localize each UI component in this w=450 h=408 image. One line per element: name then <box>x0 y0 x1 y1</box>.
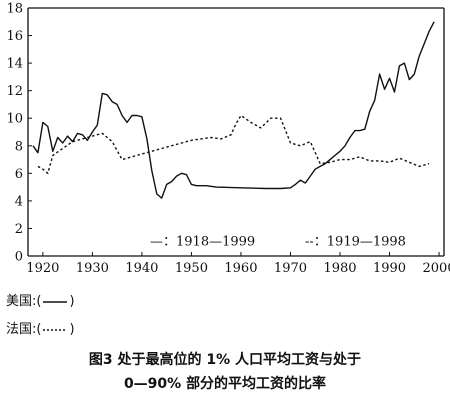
series-line-france <box>37 114 430 175</box>
france-note-close: ) <box>69 322 75 337</box>
x-tick-label: 1950 <box>175 261 208 276</box>
y-tick-label: 12 <box>6 84 23 99</box>
y-tick-label: 14 <box>6 57 23 72</box>
caption-line-1: 图3 处于最高位的 1% 人口平均工资与处于 <box>88 352 362 368</box>
france-note: 法国:() <box>6 318 75 337</box>
x-tick-label: 2000 <box>423 261 450 276</box>
usa-note-close: ) <box>69 294 75 309</box>
solid-line-sample <box>43 300 68 303</box>
figure-caption: 图3 处于最高位的 1% 人口平均工资与处于 0—90% 部分的平均工资的比率 <box>0 348 450 396</box>
y-tick-label: 10 <box>6 112 23 127</box>
x-tick-label: 1980 <box>323 261 356 276</box>
caption-line-2: 0—90% 部分的平均工资的比率 <box>123 376 327 392</box>
x-tick-label: 1930 <box>76 261 109 276</box>
y-tick-label: 8 <box>15 139 23 154</box>
series-line-usa <box>32 21 435 199</box>
legend-entry-usa: —：1918—1999 <box>150 235 255 250</box>
y-tick-label: 6 <box>15 167 23 182</box>
y-tick-label: 4 <box>15 194 23 209</box>
x-tick-label: 1970 <box>274 261 307 276</box>
x-tick-label: 1990 <box>373 261 406 276</box>
usa-note: 美国:() <box>6 290 75 309</box>
y-tick-label: 0 <box>15 250 23 265</box>
chart-ticks: 0 2 4 6 8 10 12 14 16 18 1920 1930 1940 1950 1960 1970 1… <box>6 2 450 277</box>
x-tick-label: 1940 <box>125 261 158 276</box>
y-tick-label: 16 <box>6 29 23 44</box>
chart-series <box>32 21 435 199</box>
y-tick-label: 18 <box>6 2 23 17</box>
chart-axes <box>27 7 445 257</box>
chart-legend: —：1918—1999 --：1919—1998 <box>150 235 406 250</box>
y-tick-label: 2 <box>15 222 23 237</box>
x-tick-label: 1920 <box>26 261 59 276</box>
usa-note-label: 美国:( <box>6 294 42 309</box>
x-tick-label: 1960 <box>224 261 257 276</box>
legend-entry-france: --：1919—1998 <box>305 235 406 250</box>
dashed-line-sample <box>43 328 68 331</box>
france-note-label: 法国:( <box>6 322 42 337</box>
line-chart: 0 2 4 6 8 10 12 14 16 18 1920 1930 1940 1950 1960 1970 1… <box>6 2 450 277</box>
